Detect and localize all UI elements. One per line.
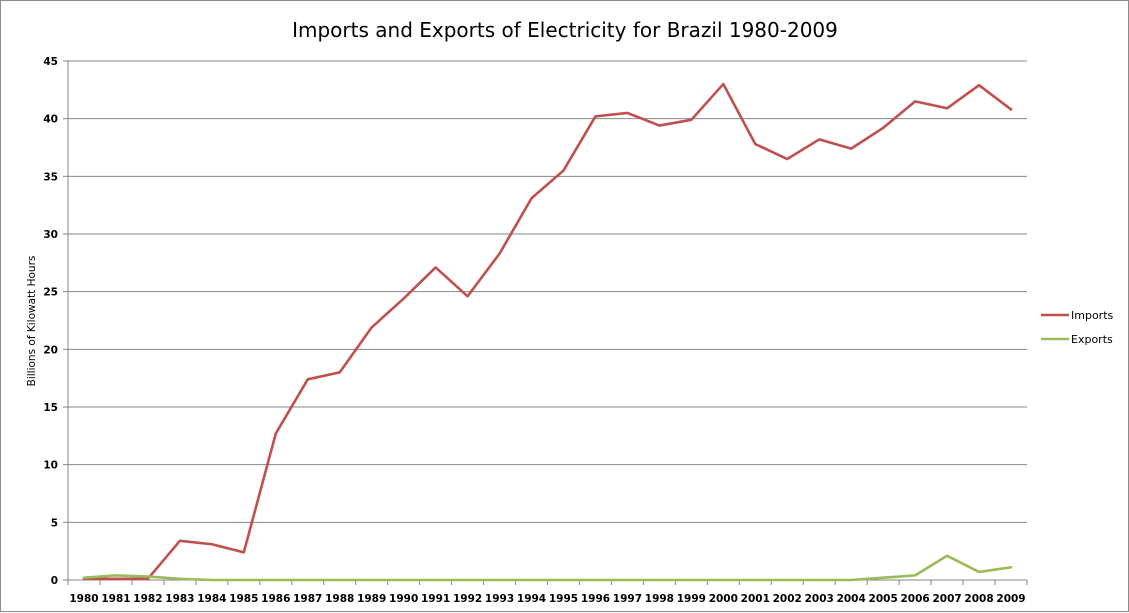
x-tick-label: 2002: [773, 593, 802, 605]
x-tick-label: 1982: [133, 593, 162, 605]
y-axis-tick-labels: 0 5 10 15 20 25 30 35 40 45: [43, 56, 58, 587]
y-tick-label: 15: [43, 402, 58, 414]
y-tick-label: 10: [43, 460, 58, 472]
series-line-imports: [84, 84, 1011, 579]
y-axis-label: Billions of Kilowatt Hours: [26, 256, 38, 387]
x-tick-label: 2000: [709, 593, 738, 605]
legend-label: Imports: [1071, 309, 1114, 322]
x-tick-label: 1999: [677, 593, 706, 605]
x-tick-label: 2004: [837, 593, 866, 605]
x-tick-label: 1983: [165, 593, 194, 605]
y-tick-label: 0: [51, 575, 58, 587]
x-tick-label: 1996: [581, 593, 610, 605]
x-tick-label: 1989: [357, 593, 386, 605]
x-tick-label: 1997: [613, 593, 642, 605]
x-tick-label: 1991: [421, 593, 450, 605]
legend-item-imports: Imports: [1041, 309, 1114, 322]
y-tick-label: 5: [51, 517, 58, 529]
series-lines: [84, 84, 1011, 580]
y-tick-label: 20: [43, 344, 58, 356]
y-tick-label: 30: [43, 229, 58, 241]
x-tick-label: 1992: [453, 593, 482, 605]
x-tick-label: 1987: [293, 593, 322, 605]
x-tick-label: 1998: [645, 593, 674, 605]
x-tick-label: 1993: [485, 593, 514, 605]
legend: Imports Exports: [1041, 309, 1114, 346]
x-tick-label: 2006: [900, 593, 929, 605]
legend-item-exports: Exports: [1041, 333, 1113, 346]
x-tick-label: 1994: [517, 593, 546, 605]
x-tick-label: 2001: [741, 593, 770, 605]
x-tick-label: 1985: [229, 593, 258, 605]
y-tick-label: 40: [43, 114, 58, 126]
x-tick-label: 1988: [325, 593, 354, 605]
x-tick-label: 2007: [932, 593, 961, 605]
gridlines: [68, 61, 1027, 522]
axes: [63, 61, 1027, 585]
chart-title: Imports and Exports of Electricity for B…: [292, 18, 838, 42]
x-tick-label: 2005: [869, 593, 898, 605]
legend-label: Exports: [1071, 333, 1113, 346]
x-tick-label: 1995: [549, 593, 578, 605]
x-tick-label: 2008: [964, 593, 993, 605]
x-tick-label: 1990: [389, 593, 418, 605]
x-tick-label: 1981: [101, 593, 130, 605]
x-tick-label: 1980: [69, 593, 98, 605]
x-tick-label: 1984: [197, 593, 226, 605]
y-tick-label: 25: [43, 287, 58, 299]
y-tick-label: 45: [43, 56, 58, 68]
series-line-exports: [84, 556, 1011, 580]
x-tick-label: 2003: [805, 593, 834, 605]
y-tick-label: 35: [43, 171, 58, 183]
x-tick-label: 2009: [996, 593, 1025, 605]
x-tick-label: 1986: [261, 593, 290, 605]
